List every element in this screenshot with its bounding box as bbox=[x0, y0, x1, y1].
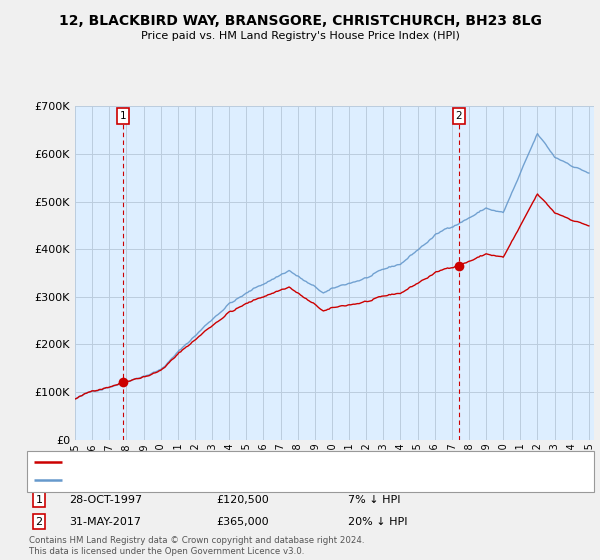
Text: Price paid vs. HM Land Registry's House Price Index (HPI): Price paid vs. HM Land Registry's House … bbox=[140, 31, 460, 41]
Text: £120,500: £120,500 bbox=[216, 494, 269, 505]
Text: 12, BLACKBIRD WAY, BRANSGORE, CHRISTCHURCH, BH23 8LG (detached house): 12, BLACKBIRD WAY, BRANSGORE, CHRISTCHUR… bbox=[66, 457, 485, 467]
Text: 2: 2 bbox=[35, 517, 43, 527]
Text: Contains HM Land Registry data © Crown copyright and database right 2024.
This d: Contains HM Land Registry data © Crown c… bbox=[29, 536, 364, 556]
Text: 12, BLACKBIRD WAY, BRANSGORE, CHRISTCHURCH, BH23 8LG: 12, BLACKBIRD WAY, BRANSGORE, CHRISTCHUR… bbox=[59, 14, 541, 28]
Text: 31-MAY-2017: 31-MAY-2017 bbox=[69, 517, 141, 527]
Text: £365,000: £365,000 bbox=[216, 517, 269, 527]
Text: 28-OCT-1997: 28-OCT-1997 bbox=[69, 494, 142, 505]
Text: HPI: Average price, detached house, New Forest: HPI: Average price, detached house, New … bbox=[66, 475, 317, 485]
Text: 1: 1 bbox=[120, 111, 127, 121]
Text: 7% ↓ HPI: 7% ↓ HPI bbox=[348, 494, 401, 505]
Text: 20% ↓ HPI: 20% ↓ HPI bbox=[348, 517, 407, 527]
Text: 1: 1 bbox=[35, 494, 43, 505]
Text: 2: 2 bbox=[455, 111, 462, 121]
